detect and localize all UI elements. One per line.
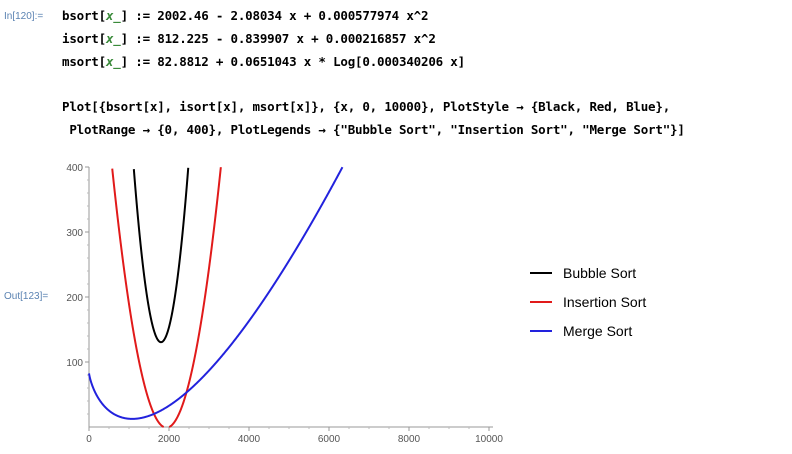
bsort-definition[interactable]: bsort[x_] := 2002.46 - 2.08034 x + 0.000…: [62, 8, 429, 23]
plot-command-line-1[interactable]: Plot[{bsort[x], isort[x], msort[x]}, {x,…: [62, 99, 671, 114]
bsort-assign: ] :=: [120, 8, 158, 23]
legend-item-bubble-sort: Bubble Sort: [530, 258, 646, 287]
curve-insertion-sort: [111, 167, 222, 428]
bsort-pattern: x_: [105, 8, 121, 23]
isort-assign: ] :=: [120, 31, 158, 46]
legend-item-merge-sort: Merge Sort: [530, 316, 646, 345]
x-tick-label: 8000: [398, 434, 421, 445]
y-tick-label: 100: [66, 358, 83, 369]
msort-rhs: 82.8812 + 0.0651043 x * Log[0.000340206 …: [157, 54, 465, 69]
legend-label-bubble-sort: Bubble Sort: [563, 264, 637, 281]
x-tick-label: 4000: [238, 434, 261, 445]
chart-ticks: 0 2000 4000 6000 8000 10000 100 200 300 400: [66, 163, 503, 445]
msort-pattern: x_: [105, 54, 121, 69]
isort-definition[interactable]: isort[x_] := 812.225 - 0.839907 x + 0.00…: [62, 31, 436, 46]
x-tick-label: 10000: [475, 434, 503, 445]
bsort-rhs: 2002.46 - 2.08034 x + 0.000577974 x^2: [157, 8, 429, 23]
legend-label-merge-sort: Merge Sort: [563, 322, 633, 339]
plot-command-line-2[interactable]: PlotRange → {0, 400}, PlotLegends → {"Bu…: [62, 122, 685, 137]
legend-swatch-insertion-sort: [530, 300, 552, 303]
msort-lhs: msort[: [62, 54, 106, 69]
chart-axes: [88, 167, 493, 428]
msort-definition[interactable]: msort[x_] := 82.8812 + 0.0651043 x * Log…: [62, 54, 465, 69]
output-cell-label: Out[123]=: [4, 291, 49, 302]
y-tick-label: 300: [66, 228, 83, 239]
input-cell-label: In[120]:=: [4, 11, 44, 22]
legend-swatch-merge-sort: [530, 329, 552, 332]
curve-merge-sort: [88, 166, 344, 420]
isort-rhs: 812.225 - 0.839907 x + 0.000216857 x^2: [157, 31, 436, 46]
isort-lhs: isort[: [62, 31, 106, 46]
x-tick-label: 2000: [158, 434, 181, 445]
legend-item-insertion-sort: Insertion Sort: [530, 287, 646, 316]
isort-pattern: x_: [105, 31, 121, 46]
x-tick-label: 0: [86, 434, 92, 445]
msort-assign: ] :=: [120, 54, 158, 69]
bsort-lhs: bsort[: [62, 8, 106, 23]
chart-legend: Bubble Sort Insertion Sort Merge Sort: [530, 258, 646, 345]
y-tick-label: 400: [66, 163, 83, 174]
y-tick-label: 200: [66, 293, 83, 304]
legend-swatch-bubble-sort: [530, 271, 552, 274]
x-tick-label: 6000: [318, 434, 341, 445]
chart-curves: [88, 166, 344, 428]
line-chart[interactable]: 0 2000 4000 6000 8000 10000 100 200 300 400: [0, 150, 792, 450]
curve-bubble-sort: [132, 167, 190, 344]
legend-label-insertion-sort: Insertion Sort: [563, 293, 647, 310]
